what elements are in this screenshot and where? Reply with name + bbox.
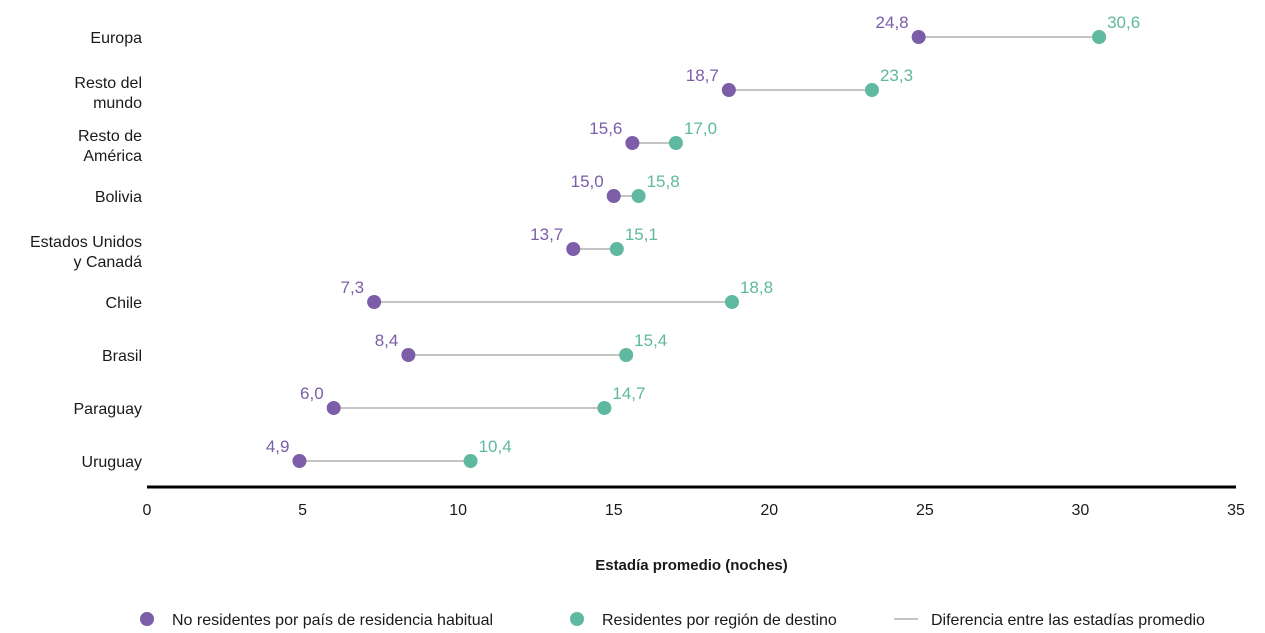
category-label-paraguay: Paraguay: [74, 401, 143, 418]
x-tick-label-25: 25: [916, 502, 934, 519]
category-label-uruguay: Uruguay: [82, 454, 142, 471]
x-tick-label-15: 15: [605, 502, 623, 519]
x-axis-title: Estadía promedio (noches): [595, 557, 788, 574]
value-label-no-residentes-europa: 24,8: [876, 13, 909, 32]
category-label-chile: Chile: [106, 295, 143, 312]
value-label-residentes-resto-del-mundo: 23,3: [880, 66, 913, 85]
value-label-no-residentes-brasil: 8,4: [375, 331, 399, 350]
legend-label-no-residentes: No residentes por país de residencia hab…: [172, 612, 493, 629]
point-residentes-bolivia: [631, 189, 646, 203]
value-label-no-residentes-paraguay: 6,0: [300, 384, 324, 403]
legend-marker-no-residentes: [140, 612, 154, 626]
legend-label-residentes: Residentes por región de destino: [602, 612, 837, 629]
legend-marker-residentes: [570, 612, 584, 626]
point-no-residentes-resto-de-america: [625, 136, 640, 150]
category-label-resto-del-mundo: Resto del mundo: [74, 75, 142, 112]
point-residentes-chile: [724, 295, 739, 309]
category-label-resto-de-america: Resto de América: [78, 128, 142, 165]
point-residentes-europa: [1092, 30, 1107, 44]
category-label-brasil: Brasil: [102, 348, 142, 365]
category-label-bolivia: Bolivia: [95, 189, 142, 206]
point-no-residentes-brasil: [401, 348, 416, 362]
value-label-residentes-europa: 30,6: [1107, 13, 1140, 32]
point-no-residentes-bolivia: [606, 189, 621, 203]
value-label-no-residentes-resto-de-america: 15,6: [589, 119, 622, 138]
value-label-residentes-resto-de-america: 17,0: [684, 119, 717, 138]
value-label-no-residentes-estados-unidos-y-canada: 13,7: [530, 225, 563, 244]
x-tick-label-0: 0: [143, 502, 152, 519]
value-label-residentes-brasil: 15,4: [634, 331, 667, 350]
point-no-residentes-paraguay: [326, 401, 341, 415]
x-tick-label-30: 30: [1072, 502, 1090, 519]
point-residentes-estados-unidos-y-canada: [609, 242, 624, 256]
x-tick-label-10: 10: [449, 502, 467, 519]
point-no-residentes-resto-del-mundo: [721, 83, 736, 97]
category-label-estados-unidos-y-canada: Estados Unidos y Canadá: [30, 234, 142, 271]
point-no-residentes-uruguay: [292, 454, 307, 468]
x-tick-label-5: 5: [298, 502, 307, 519]
point-no-residentes-europa: [911, 30, 926, 44]
value-label-residentes-chile: 18,8: [740, 278, 773, 297]
point-no-residentes-estados-unidos-y-canada: [566, 242, 581, 256]
point-no-residentes-chile: [367, 295, 382, 309]
value-label-residentes-uruguay: 10,4: [479, 437, 512, 456]
x-tick-label-20: 20: [760, 502, 778, 519]
point-residentes-paraguay: [597, 401, 612, 415]
point-residentes-resto-del-mundo: [864, 83, 879, 97]
point-residentes-brasil: [619, 348, 634, 362]
legend-label-diferencia: Diferencia entre las estadías promedio: [931, 612, 1205, 629]
value-label-residentes-bolivia: 15,8: [647, 172, 680, 191]
value-label-no-residentes-resto-del-mundo: 18,7: [686, 66, 719, 85]
value-label-residentes-paraguay: 14,7: [612, 384, 645, 403]
value-label-residentes-estados-unidos-y-canada: 15,1: [625, 225, 658, 244]
point-residentes-resto-de-america: [668, 136, 683, 150]
point-residentes-uruguay: [463, 454, 478, 468]
category-label-europa: Europa: [90, 30, 142, 47]
value-label-no-residentes-bolivia: 15,0: [571, 172, 604, 191]
x-tick-label-35: 35: [1227, 502, 1245, 519]
value-label-no-residentes-uruguay: 4,9: [266, 437, 290, 456]
value-label-no-residentes-chile: 7,3: [340, 278, 364, 297]
